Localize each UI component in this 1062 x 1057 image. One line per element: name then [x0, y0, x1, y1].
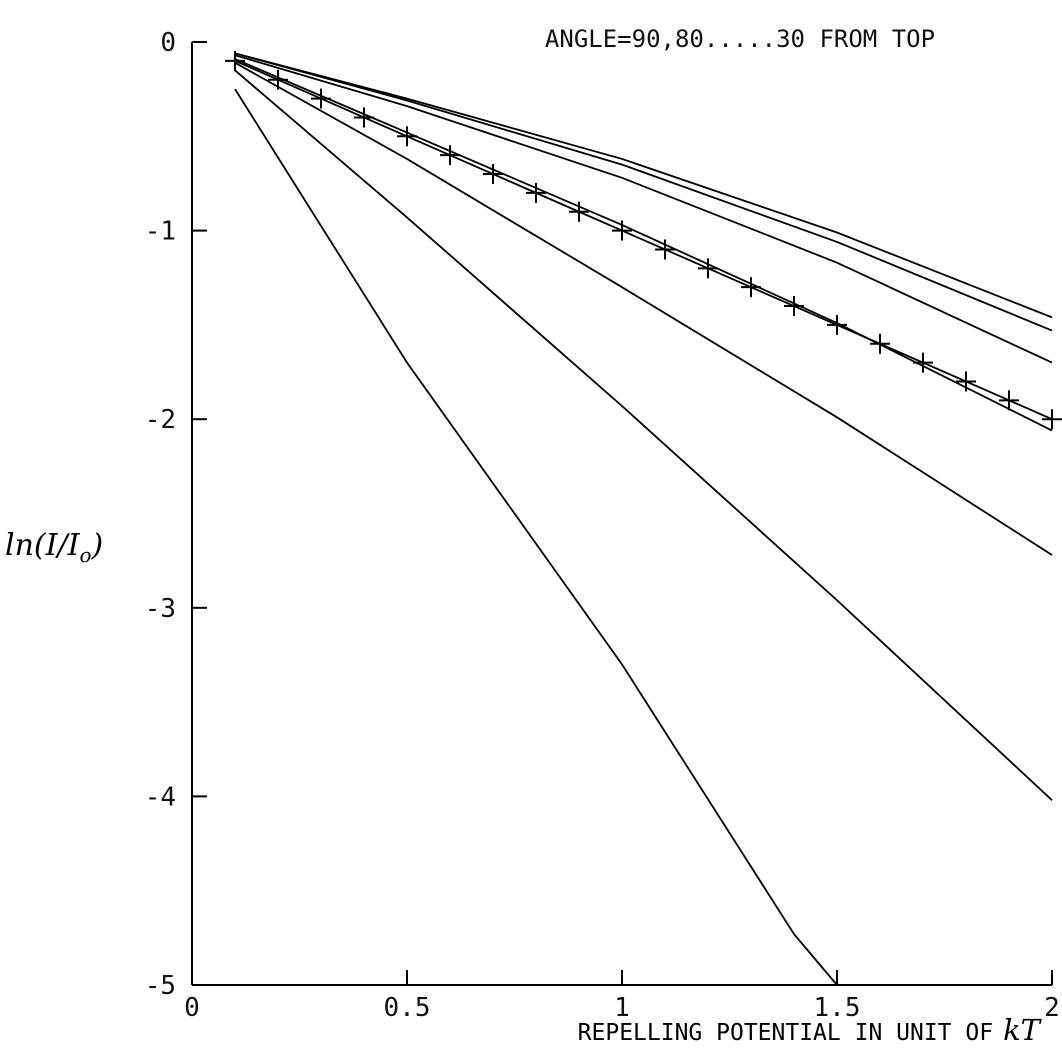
- y-tick-label: -2: [145, 405, 176, 435]
- plus-marker: [741, 277, 761, 298]
- series-line-2: [234, 52, 1053, 332]
- plus-marker: [827, 314, 847, 335]
- series-line-1: [234, 52, 1053, 319]
- x-tick-label: 2: [1044, 993, 1060, 1023]
- plus-marker: [225, 50, 245, 71]
- y-tick-label: -3: [145, 594, 176, 624]
- series-line-6: [234, 69, 1053, 801]
- axes: [191, 42, 1052, 986]
- series-line-7: [234, 88, 838, 986]
- plus-marker: [526, 182, 546, 203]
- plus-marker: [612, 220, 632, 241]
- plus-marker: [397, 126, 417, 147]
- y-axis-label: ln(I/Io): [5, 528, 103, 567]
- plus-marker: [999, 390, 1019, 411]
- plus-marker: [354, 107, 374, 128]
- y-tick-label: -5: [145, 971, 176, 1001]
- plus-marker: [268, 69, 288, 90]
- plus-marker: [569, 201, 589, 222]
- x-tick-label: 1.5: [814, 993, 861, 1023]
- x-ticks: 0 0.5 1 1.5 2: [184, 970, 1060, 1023]
- y-axis-label-tail: ): [90, 528, 103, 563]
- x-tick-label: 1: [614, 993, 630, 1023]
- plus-marker: [483, 164, 503, 185]
- plus-marker: [956, 371, 976, 392]
- series-line-5: [234, 61, 1053, 556]
- y-ticks: 0 -1 -2 -3 -4 -5: [145, 28, 207, 1001]
- plus-marker: [311, 88, 331, 109]
- y-axis-label-sub: o: [79, 543, 91, 567]
- plus-marker: [784, 296, 804, 317]
- x-tick-label: 0: [184, 993, 200, 1023]
- y-tick-label: -1: [145, 217, 176, 247]
- y-tick-label: 0: [160, 28, 176, 58]
- x-tick-label: 0.5: [384, 993, 431, 1023]
- plus-marker: [698, 258, 718, 279]
- x-axis-label: REPELLING POTENTIAL IN UNIT OF kT: [578, 1013, 1043, 1047]
- plus-marker: [913, 352, 933, 373]
- plus-marker: [1042, 409, 1062, 430]
- y-axis-label-base: ln(I/I: [5, 528, 81, 563]
- plus-marker: [440, 145, 460, 166]
- y-tick-label: -4: [145, 782, 176, 812]
- plus-marker: [655, 239, 675, 260]
- series-layer: [225, 50, 1062, 986]
- x-axis-label-unit: kT: [1003, 1013, 1043, 1047]
- x-axis-label-text: REPELLING POTENTIAL IN UNIT OF: [578, 1020, 993, 1046]
- chart-title: ANGLE=90,80.....30 FROM TOP: [545, 25, 935, 53]
- plus-marker: [870, 333, 890, 354]
- series-line-8: [234, 60, 1053, 421]
- series-line-3: [234, 54, 1053, 364]
